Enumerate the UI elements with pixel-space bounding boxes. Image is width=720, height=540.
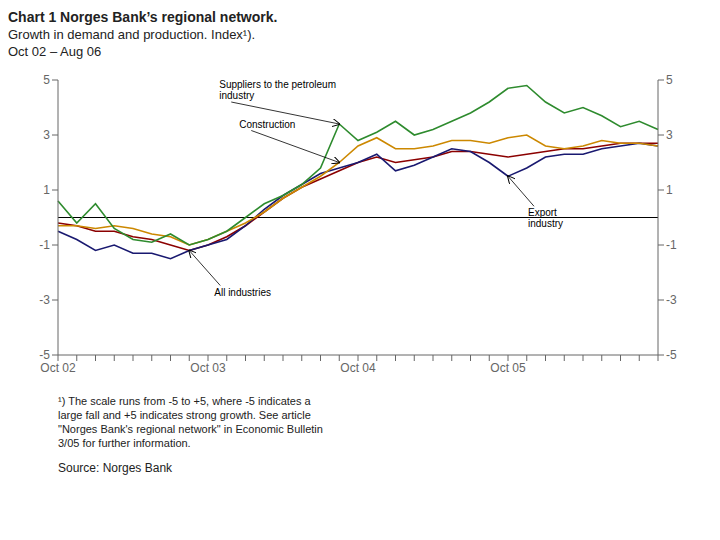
svg-text:1: 1 bbox=[43, 183, 50, 197]
html-text:"Norges Bank's regional networ: "Norges Bank's regional network" in Econ… bbox=[58, 423, 323, 435]
svg-text:-5: -5 bbox=[666, 348, 677, 362]
svg-text:-3: -3 bbox=[666, 293, 677, 307]
html-text:Oct 02 – Aug 06: Oct 02 – Aug 06 bbox=[8, 44, 102, 59]
svg-text:3: 3 bbox=[43, 128, 50, 142]
html-text:3/05 for further information.: 3/05 for further information. bbox=[58, 437, 191, 449]
svg-text:Exportindustry: Exportindustry bbox=[528, 207, 563, 229]
svg-text:Oct 04: Oct 04 bbox=[340, 361, 376, 375]
html-text:Source: Norges Bank: Source: Norges Bank bbox=[58, 461, 173, 475]
svg-text:Suppliers to the petroleumindu: Suppliers to the petroleumindustry bbox=[219, 79, 336, 101]
svg-text:-1: -1 bbox=[39, 238, 50, 252]
svg-text:Construction: Construction bbox=[239, 119, 295, 130]
html-text:Chart 1 Norges Bank’s regional: Chart 1 Norges Bank’s regional network. bbox=[8, 9, 278, 25]
svg-text:-1: -1 bbox=[666, 238, 677, 252]
html-text:¹) The scale runs from -5 to +: ¹) The scale runs from -5 to +5, where -… bbox=[58, 395, 311, 407]
svg-text:Oct 05: Oct 05 bbox=[490, 361, 526, 375]
svg-text:3: 3 bbox=[666, 128, 673, 142]
svg-text:Oct 02: Oct 02 bbox=[40, 361, 76, 375]
svg-text:5: 5 bbox=[666, 73, 673, 87]
svg-text:Oct 03: Oct 03 bbox=[190, 361, 226, 375]
html-text:large fall and +5 indicates st: large fall and +5 indicates strong growt… bbox=[58, 409, 311, 421]
svg-text:-5: -5 bbox=[39, 348, 50, 362]
svg-text:All industries: All industries bbox=[214, 287, 271, 298]
html-text:Growth in demand and productio: Growth in demand and production. Index¹)… bbox=[8, 27, 256, 42]
svg-text:5: 5 bbox=[43, 73, 50, 87]
svg-text:1: 1 bbox=[666, 183, 673, 197]
svg-text:-3: -3 bbox=[39, 293, 50, 307]
